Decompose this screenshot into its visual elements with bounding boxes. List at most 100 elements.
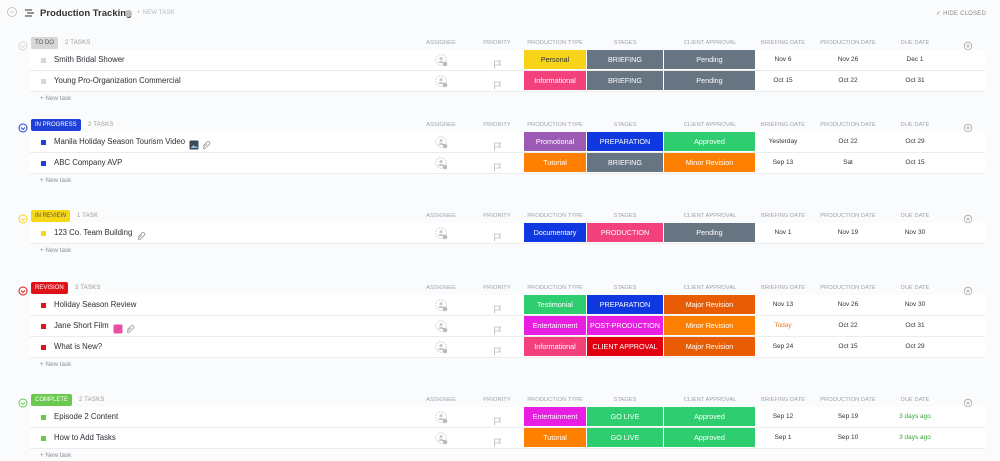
priority-flag[interactable]	[493, 322, 502, 334]
task-status-box[interactable]	[41, 230, 46, 236]
priority-flag[interactable]	[493, 56, 502, 68]
briefing-date[interactable]: Sep 1	[774, 434, 792, 441]
priority-flag[interactable]	[493, 138, 502, 150]
assignee-icon[interactable]	[435, 320, 448, 333]
assignee-icon[interactable]	[435, 54, 448, 67]
stage-cell[interactable]: BRIEFING	[587, 71, 663, 90]
stage-cell[interactable]: PREPARATION	[587, 132, 663, 151]
task-status-box[interactable]	[41, 344, 46, 350]
due-date[interactable]: Oct 29	[905, 343, 925, 350]
assignee-icon[interactable]	[435, 299, 448, 312]
briefing-date[interactable]: Sep 13	[772, 159, 794, 166]
production-date[interactable]: Sep 19	[837, 413, 859, 420]
production-date[interactable]: Nov 19	[837, 229, 859, 236]
due-date[interactable]: 3 days ago	[899, 413, 931, 420]
type-cell[interactable]: Informational	[524, 337, 586, 356]
approval-cell[interactable]: Pending	[664, 223, 755, 242]
new-task-button[interactable]: + NEW TASK	[137, 10, 175, 16]
briefing-date[interactable]: Yesterday	[768, 138, 798, 145]
group-toggle[interactable]	[18, 283, 28, 296]
due-date[interactable]: Oct 31	[905, 322, 925, 329]
stage-cell[interactable]: BRIEFING	[587, 153, 663, 172]
assignee-icon[interactable]	[435, 411, 448, 424]
add-column[interactable]	[963, 211, 973, 224]
type-cell[interactable]: Entertainment	[524, 316, 586, 335]
production-date[interactable]: Nov 26	[837, 301, 859, 308]
task-status-box[interactable]	[41, 323, 46, 329]
task-name[interactable]: What is New?	[54, 342, 103, 351]
approval-cell[interactable]: Minor Revision	[664, 316, 755, 335]
task-status-box[interactable]	[41, 57, 46, 63]
stage-cell[interactable]: PREPARATION	[587, 295, 663, 314]
briefing-date[interactable]: Nov 13	[772, 301, 794, 308]
production-date[interactable]: Oct 15	[838, 343, 858, 350]
assignee-icon[interactable]	[435, 341, 448, 354]
stage-cell[interactable]: CLIENT APPROVAL	[587, 337, 663, 356]
due-date[interactable]: Oct 31	[905, 77, 925, 84]
type-cell[interactable]: Documentary	[524, 223, 586, 242]
add-column[interactable]	[963, 38, 973, 51]
new-task-link[interactable]: + New task	[40, 361, 72, 368]
type-cell[interactable]: Entertainment	[524, 407, 586, 426]
assignee-icon[interactable]	[435, 157, 448, 170]
briefing-date[interactable]: Today	[774, 322, 792, 329]
hide-closed-label[interactable]: HIDE CLOSED	[943, 11, 986, 17]
approval-cell[interactable]: Approved	[664, 428, 755, 447]
task-name[interactable]: ABC Company AVP	[54, 158, 123, 167]
group-toggle[interactable]	[18, 211, 28, 224]
new-task-link[interactable]: + New task	[40, 95, 72, 102]
production-date[interactable]: Oct 22	[838, 138, 858, 145]
assignee-icon[interactable]	[435, 227, 448, 240]
assignee-icon[interactable]	[435, 136, 448, 149]
new-task-link[interactable]: + New task	[40, 177, 72, 184]
task-name[interactable]: Jane Short Film	[54, 321, 109, 330]
production-date[interactable]: Sat	[843, 159, 853, 166]
due-date[interactable]: Oct 15	[905, 159, 925, 166]
approval-cell[interactable]: Approved	[664, 132, 755, 151]
type-cell[interactable]: Testimonial	[524, 295, 586, 314]
new-task-link[interactable]: + New task	[40, 247, 72, 254]
task-name[interactable]: How to Add Tasks	[54, 433, 116, 442]
type-cell[interactable]: Personal	[524, 50, 586, 69]
priority-flag[interactable]	[493, 77, 502, 89]
task-name[interactable]: Young Pro-Organization Commercial	[54, 76, 181, 85]
task-status-box[interactable]	[41, 139, 46, 145]
collapse-icon[interactable]	[6, 6, 18, 18]
priority-flag[interactable]	[493, 301, 502, 313]
briefing-date[interactable]: Oct 15	[773, 77, 793, 84]
stage-cell[interactable]: GO LIVE	[587, 407, 663, 426]
type-cell[interactable]: Tutorial	[524, 428, 586, 447]
priority-flag[interactable]	[493, 434, 502, 446]
approval-cell[interactable]: Major Revision	[664, 295, 755, 314]
task-name[interactable]: 123 Co. Team Building	[54, 228, 133, 237]
approval-cell[interactable]: Minor Revision	[664, 153, 755, 172]
priority-flag[interactable]	[493, 343, 502, 355]
due-date[interactable]: Oct 29	[905, 138, 925, 145]
task-status-box[interactable]	[41, 302, 46, 308]
assignee-icon[interactable]	[435, 432, 448, 445]
approval-cell[interactable]: Major Revision	[664, 337, 755, 356]
briefing-date[interactable]: Nov 1	[774, 229, 792, 236]
stage-cell[interactable]: GO LIVE	[587, 428, 663, 447]
stage-cell[interactable]: PRODUCTION	[587, 223, 663, 242]
new-task-link[interactable]: + New task	[40, 452, 72, 459]
briefing-date[interactable]: Sep 12	[772, 413, 794, 420]
briefing-date[interactable]: Sep 24	[772, 343, 794, 350]
production-date[interactable]: Oct 22	[838, 322, 858, 329]
approval-cell[interactable]: Pending	[664, 71, 755, 90]
stage-cell[interactable]: POST-PRODUCTION	[587, 316, 663, 335]
task-status-box[interactable]	[41, 435, 46, 441]
production-date[interactable]: Nov 26	[837, 56, 859, 63]
assignee-icon[interactable]	[435, 75, 448, 88]
group-toggle[interactable]	[18, 395, 28, 408]
task-name[interactable]: Episode 2 Content	[54, 412, 119, 421]
due-date[interactable]: 3 days ago	[899, 434, 931, 441]
add-column[interactable]	[963, 283, 973, 296]
add-column[interactable]	[963, 395, 973, 408]
briefing-date[interactable]: Nov 6	[774, 56, 792, 63]
task-name[interactable]: Holiday Season Review	[54, 300, 137, 309]
priority-flag[interactable]	[493, 413, 502, 425]
group-toggle[interactable]	[18, 120, 28, 133]
production-date[interactable]: Sep 10	[837, 434, 859, 441]
group-toggle[interactable]	[18, 38, 28, 51]
